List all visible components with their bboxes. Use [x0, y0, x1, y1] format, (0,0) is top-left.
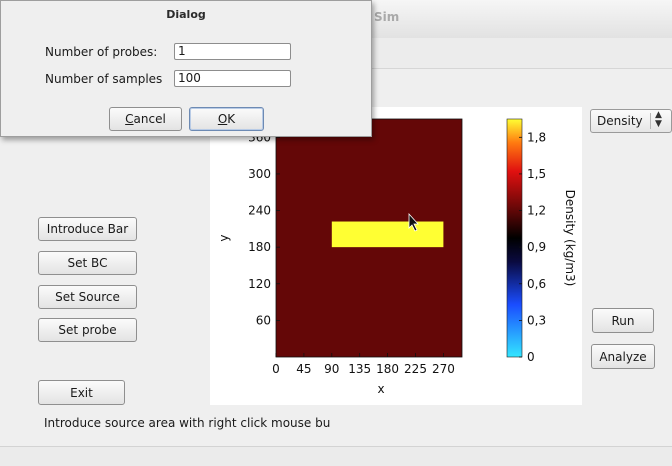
window-title: Sim [374, 10, 400, 24]
set-source-button[interactable]: Set Source [38, 285, 137, 309]
x-tick-label: 225 [404, 362, 427, 376]
up-down-arrows-icon: ▲ ▼ [655, 110, 662, 129]
colorbar-tick-label: 0 [527, 350, 535, 364]
probe-dialog: Dialog Number of probes: 1 Number of sam… [0, 0, 372, 137]
colorbar-tick-label: 1,8 [527, 130, 546, 144]
samples-input[interactable]: 100 [174, 70, 291, 87]
cancel-label: ancel [133, 112, 166, 126]
status-bar [0, 447, 672, 466]
colorbar [506, 118, 523, 358]
run-button[interactable]: Run [592, 308, 654, 333]
colorbar-tick-label: 0,6 [527, 277, 546, 291]
cancel-mnemonic: C [125, 112, 134, 126]
y-axis-label: y [217, 234, 231, 241]
heatmap-bar-region [331, 221, 444, 248]
probes-label: Number of probes: [45, 45, 158, 59]
x-tick-label: 180 [376, 362, 399, 376]
x-tick-label: 0 [272, 362, 280, 376]
field-select[interactable]: Density ▲ ▼ [590, 109, 672, 133]
x-tick-label: 135 [348, 362, 371, 376]
set-bc-button[interactable]: Set BC [38, 251, 137, 275]
y-tick-label: 120 [248, 277, 271, 291]
samples-label: Number of samples [45, 72, 163, 86]
y-tick-label: 60 [256, 313, 271, 327]
set-probe-button[interactable]: Set probe [38, 318, 137, 342]
x-axis-label: x [377, 382, 384, 396]
ok-mnemonic: O [217, 112, 228, 126]
colorbar-tick-label: 1,5 [527, 167, 546, 181]
colorbar-tick-label: 0,3 [527, 313, 546, 327]
y-tick-label: 240 [248, 204, 271, 218]
y-tick-label: 180 [248, 240, 271, 254]
combo-divider [650, 113, 651, 129]
dialog-title: Dialog [166, 8, 206, 21]
analyze-button[interactable]: Analyze [591, 344, 655, 369]
status-message: Introduce source area with right click m… [44, 416, 330, 430]
plot-panel: 0 45 90 135 180 225 270 60 120 180 240 300 360 x y 1… [210, 107, 582, 405]
status-divider [0, 446, 672, 447]
mouse-cursor-icon [408, 212, 419, 232]
exit-button[interactable]: Exit [38, 380, 125, 405]
probes-input[interactable]: 1 [174, 43, 291, 60]
x-tick-label: 270 [432, 362, 455, 376]
dialog-title-bar: Dialog [1, 1, 371, 25]
x-tick-label: 90 [324, 362, 339, 376]
y-tick-label: 300 [248, 167, 271, 181]
ok-label: K [227, 112, 236, 126]
colorbar-tick-label: 1,2 [527, 204, 546, 218]
x-tick-label: 45 [296, 362, 311, 376]
introduce-bar-button[interactable]: Introduce Bar [38, 217, 137, 241]
colorbar-label: Density (kg/m3) [563, 190, 577, 287]
field-select-value: Density [597, 114, 643, 128]
colorbar-tick-label: 0,9 [527, 240, 546, 254]
